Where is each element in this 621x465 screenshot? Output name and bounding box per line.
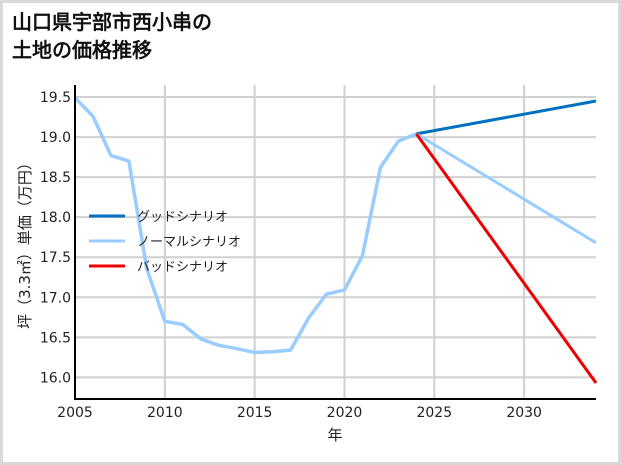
data-lines bbox=[73, 96, 598, 384]
y-tick-label: 18.0 bbox=[40, 210, 71, 226]
x-tick-label: 2020 bbox=[327, 405, 363, 421]
x-axis-ticks: 2005 2010 2015 2020 2025 2030 bbox=[57, 405, 542, 421]
x-tick-label: 2015 bbox=[237, 405, 273, 421]
chart-title-line1: 山口県宇部市西小串の bbox=[12, 10, 212, 34]
y-tick-label: 18.5 bbox=[40, 170, 71, 186]
y-tick-label: 16.0 bbox=[40, 370, 71, 386]
scenario-line-2 bbox=[415, 132, 598, 384]
legend-label-1: ノーマルシナリオ bbox=[137, 235, 241, 250]
gridlines bbox=[75, 85, 596, 399]
axes bbox=[74, 85, 596, 400]
y-tick-label: 17.5 bbox=[40, 250, 71, 266]
y-tick-label: 16.5 bbox=[40, 330, 71, 346]
legend-label-0: グッドシナリオ bbox=[137, 210, 228, 225]
y-axis-label: 坪（3.3㎡）単価（万円） bbox=[16, 155, 34, 329]
y-tick-label: 19.5 bbox=[40, 90, 71, 106]
historical-line bbox=[73, 96, 417, 355]
chart-title-line2: 土地の価格推移 bbox=[12, 38, 152, 62]
chart-title: 山口県宇部市西小串の 土地の価格推移 bbox=[12, 8, 212, 64]
y-tick-label: 17.0 bbox=[40, 290, 71, 306]
scenario-line-0 bbox=[416, 99, 597, 136]
y-tick-label: 19.0 bbox=[40, 130, 71, 146]
x-tick-label: 2025 bbox=[416, 405, 452, 421]
x-tick-label: 2030 bbox=[506, 405, 542, 421]
x-axis-label: 年 bbox=[327, 426, 342, 444]
legend-label-2: バッドシナリオ bbox=[137, 260, 228, 275]
x-tick-label: 2005 bbox=[57, 405, 93, 421]
x-tick-label: 2010 bbox=[147, 405, 183, 421]
scenario-line-1 bbox=[415, 132, 597, 245]
y-axis-ticks: 16.0 16.5 17.0 17.5 18.0 18.5 19.0 19.5 bbox=[40, 90, 71, 386]
